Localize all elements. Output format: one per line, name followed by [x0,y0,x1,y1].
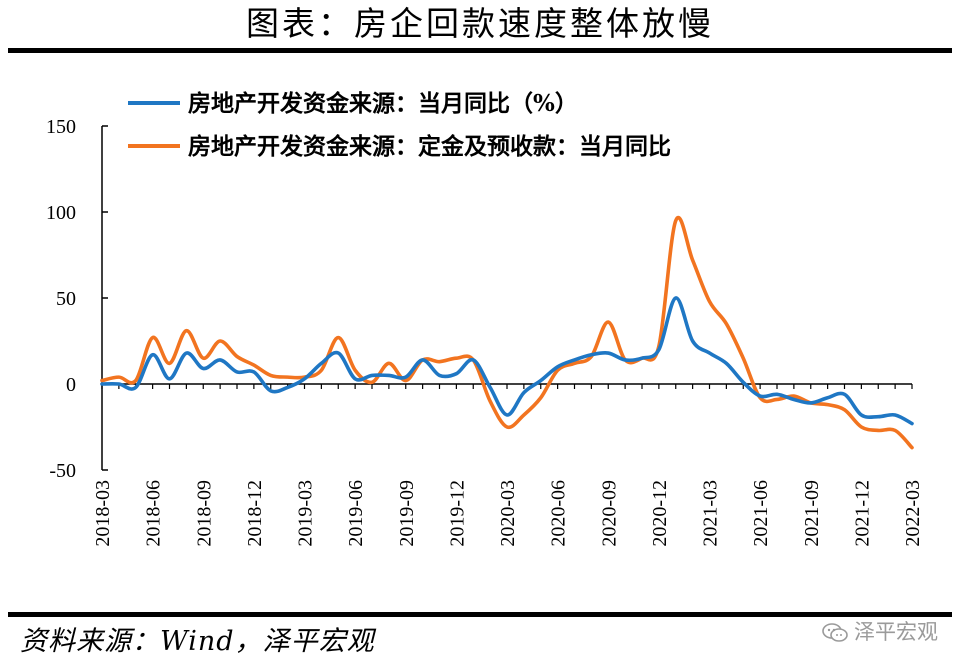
x-tick-label: 2022-03 [902,480,924,547]
axes: -50 0 50 100 150 2018-03 2018-06 2018-09 2018-12… [46,116,924,547]
x-tick-label: 2020-12 [649,480,671,547]
x-tick-label: 2021-03 [700,480,722,547]
top-rule [8,48,952,53]
y-tick-label: 150 [46,116,76,138]
legend-label-1: 房地产开发资金来源：当月同比（%） [188,90,578,117]
x-tick-label: 2019-09 [396,480,418,547]
y-tick-label: 50 [56,288,76,310]
y-tick-label: 0 [66,374,76,396]
x-tick-label: 2019-12 [446,480,468,547]
x-tick-label: 2018-03 [92,480,114,547]
source-note: 资料来源：Wind，泽平宏观 [20,626,375,657]
legend-label-2: 房地产开发资金来源：定金及预收款：当月同比 [188,133,671,160]
series-line-1 [100,296,914,426]
x-tick-label: 2021-12 [851,480,873,547]
x-tick-label: 2020-03 [497,480,519,547]
y-tick-label: 100 [46,202,76,224]
series-line-2 [100,215,914,450]
x-tick-label: 2019-03 [295,480,317,547]
chart-title: 图表：房企回款速度整体放慢 [246,4,714,43]
wechat-icon [822,622,848,642]
x-tick-label: 2018-09 [193,480,215,547]
watermark: 泽平宏观 [822,618,938,646]
x-tick-label: 2019-06 [345,480,367,547]
watermark-label: 泽平宏观 [854,620,938,644]
bottom-rule [8,612,952,617]
x-tick-label: 2021-09 [801,480,823,547]
y-tick-label: -50 [49,460,76,482]
x-tick-label: 2020-09 [598,480,620,547]
x-tick-label: 2018-12 [244,480,266,547]
x-tick-label: 2018-06 [143,480,165,547]
x-tick-label: 2020-06 [548,480,570,547]
legend: 房地产开发资金来源：当月同比（%） 房地产开发资金来源：定金及预收款：当月同比 [128,90,671,160]
series-layer [100,215,914,450]
line-chart: -50 0 50 100 150 2018-03 2018-06 2018-09 2018-12… [46,90,924,547]
x-tick-label: 2021-06 [750,480,772,547]
